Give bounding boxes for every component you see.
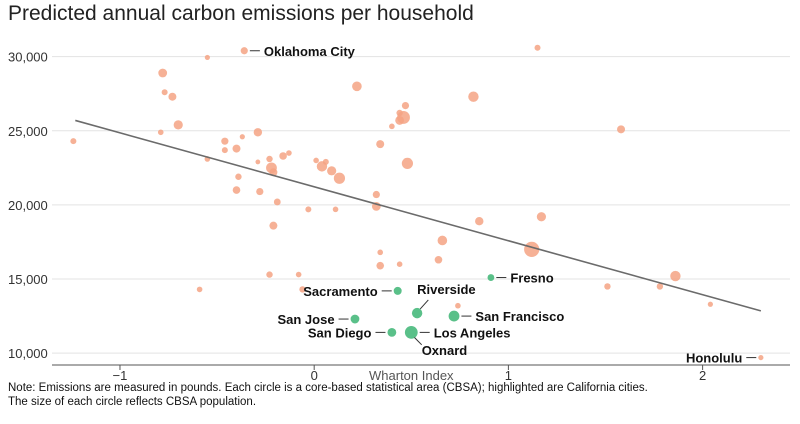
data-point <box>327 166 337 176</box>
data-point <box>232 144 241 153</box>
data-point <box>286 150 292 156</box>
data-point <box>437 235 448 246</box>
data-point <box>255 159 261 165</box>
annotation-label: Honolulu <box>686 351 742 366</box>
data-point <box>707 301 713 307</box>
x-axis-label: Wharton Index <box>369 368 454 380</box>
data-point-california <box>448 310 460 322</box>
data-point <box>173 120 183 130</box>
data-point <box>158 68 168 78</box>
chart-title: Predicted annual carbon emissions per ho… <box>8 2 474 25</box>
data-point <box>670 270 681 282</box>
data-point <box>221 137 229 145</box>
data-point-california <box>487 274 495 281</box>
y-tick-label: 25,000 <box>8 124 48 139</box>
note-line-2: The size of each circle reflects CBSA po… <box>8 396 257 408</box>
data-point <box>455 302 461 309</box>
x-tick-label: 1 <box>505 368 512 380</box>
data-point <box>204 54 210 61</box>
data-point <box>161 89 168 96</box>
data-point <box>196 286 203 293</box>
data-point <box>299 286 306 293</box>
data-point <box>656 283 664 290</box>
data-point <box>239 134 245 140</box>
x-tick-label: 2 <box>699 368 706 380</box>
y-tick-label: 30,000 <box>8 50 48 65</box>
annotation-leader <box>419 299 429 310</box>
annotation-label: San Diego <box>308 325 372 340</box>
x-tick-label: 0 <box>311 368 318 380</box>
data-point <box>235 173 242 180</box>
data-point <box>333 172 346 184</box>
data-point <box>266 271 273 278</box>
data-point <box>377 249 384 256</box>
annotation-label: Los Angeles <box>434 325 511 340</box>
annotation-leader <box>414 337 423 346</box>
note-line-1: Note: Emissions are measured in pounds. … <box>8 382 648 394</box>
data-point <box>376 261 385 270</box>
data-point <box>396 261 403 268</box>
data-point <box>266 162 277 174</box>
data-point <box>273 198 281 206</box>
data-point-california <box>393 286 402 295</box>
y-tick-label: 10,000 <box>8 346 48 361</box>
chart-note: Note: Emissions are measured in pounds. … <box>8 381 792 409</box>
annotation-label: Sacramento <box>303 284 377 299</box>
data-point <box>266 155 273 163</box>
data-point <box>536 212 547 222</box>
data-point <box>240 47 248 55</box>
data-point <box>322 158 329 165</box>
data-point <box>401 101 410 110</box>
data-point <box>70 138 77 145</box>
annotation-label: Oxnard <box>422 343 468 358</box>
annotation-label: Fresno <box>510 271 553 286</box>
data-point <box>352 81 362 92</box>
data-point <box>758 354 764 361</box>
trend-line <box>75 119 762 312</box>
data-point <box>604 283 611 290</box>
data-point <box>401 157 414 170</box>
annotation-label: San Francisco <box>475 309 564 324</box>
annotation-label: Oklahoma City <box>264 44 356 59</box>
data-point <box>617 125 626 134</box>
annotation-label: Riverside <box>417 282 476 297</box>
data-point <box>372 190 380 199</box>
data-point <box>279 152 287 160</box>
scatter-chart: 10,000 15,000 20,000 25,000 30,000 −1 0 1 2 Whart… <box>8 44 790 380</box>
y-tick-label: 15,000 <box>8 272 48 287</box>
data-point <box>168 92 177 101</box>
data-point <box>313 157 319 164</box>
data-point <box>475 217 484 226</box>
data-point-california <box>404 325 418 339</box>
data-point <box>376 140 385 149</box>
data-point <box>397 111 410 124</box>
data-point <box>253 128 263 137</box>
data-point <box>534 44 541 51</box>
data-point-california <box>387 327 397 337</box>
data-point <box>221 147 228 154</box>
data-point <box>332 206 339 213</box>
data-point <box>232 186 241 194</box>
annotation-label: San Jose <box>277 312 334 327</box>
y-tick-label: 20,000 <box>8 198 48 213</box>
data-point <box>269 221 278 230</box>
data-point <box>157 129 164 136</box>
data-point <box>389 123 395 130</box>
data-point <box>305 206 312 213</box>
data-point <box>468 91 479 102</box>
data-point <box>295 271 302 278</box>
data-point <box>434 255 443 264</box>
data-point-california <box>350 314 360 324</box>
x-tick-label: −1 <box>113 368 128 380</box>
data-point-california <box>411 307 423 319</box>
data-point <box>256 187 264 196</box>
